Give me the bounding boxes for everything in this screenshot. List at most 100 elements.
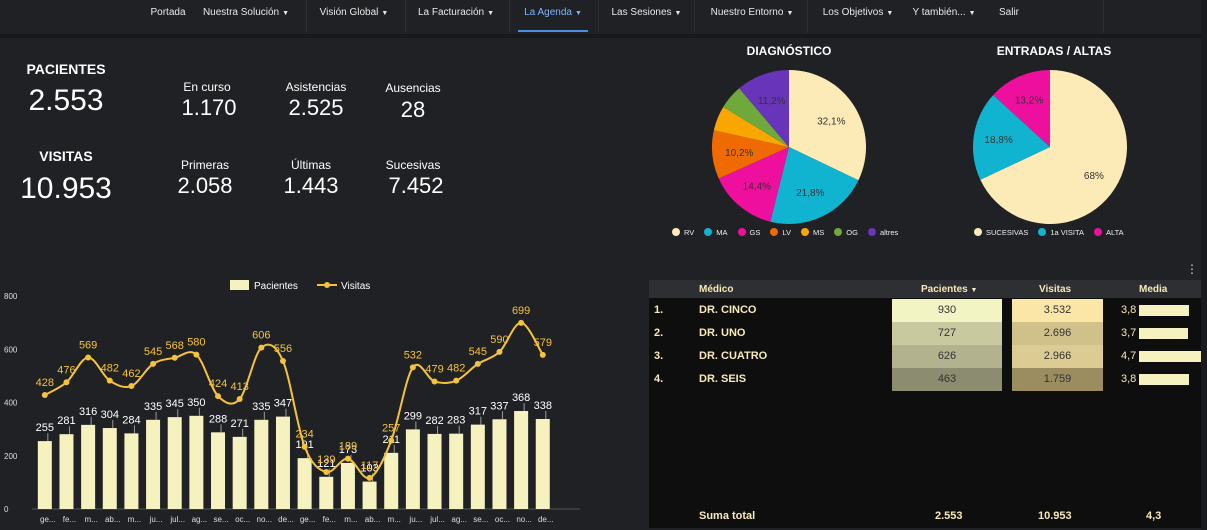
- bar-pacientes[interactable]: [232, 436, 247, 509]
- nav-item-las-sesiones[interactable]: Las Sesiones ▼: [606, 0, 687, 33]
- line-point-visitas[interactable]: [301, 443, 308, 450]
- bar-pacientes[interactable]: [189, 415, 204, 509]
- legend-item[interactable]: OG: [834, 228, 858, 237]
- header-pacientes[interactable]: Pacientes ▼: [921, 284, 978, 295]
- nav-item-salir[interactable]: Salir: [992, 0, 1026, 33]
- bar-pacientes[interactable]: [146, 419, 161, 509]
- bar-pacientes[interactable]: [37, 441, 52, 509]
- pie-slice-sucesivas[interactable]: [980, 70, 1127, 225]
- header-media[interactable]: Media: [1139, 284, 1168, 295]
- line-point-visitas[interactable]: [279, 357, 286, 364]
- line-point-visitas[interactable]: [41, 392, 48, 399]
- bar-pacientes[interactable]: [275, 416, 290, 509]
- bar-pacientes[interactable]: [492, 419, 507, 509]
- line-point-visitas[interactable]: [388, 437, 395, 444]
- bar-pacientes[interactable]: [297, 458, 312, 509]
- line-point-visitas[interactable]: [474, 360, 481, 367]
- line-point-visitas[interactable]: [258, 344, 265, 351]
- line-point-visitas[interactable]: [453, 377, 460, 384]
- diagnostico-pie[interactable]: 32,1% 21,8% 14,4% 10,2% 11,2%: [700, 59, 880, 239]
- line-point-visitas[interactable]: [323, 468, 330, 475]
- nav-item-los-objetivos[interactable]: Los Objetivos ▼: [816, 0, 900, 33]
- pie-slice-altres[interactable]: [739, 70, 789, 147]
- bar-pacientes[interactable]: [470, 424, 485, 509]
- legend-label-visitas[interactable]: Visitas: [341, 281, 370, 292]
- nav-item-la-agenda[interactable]: La Agenda ▼: [518, 0, 588, 33]
- line-point-visitas[interactable]: [236, 396, 243, 403]
- bar-pacientes[interactable]: [319, 476, 334, 509]
- more-options-icon[interactable]: ⋮: [1186, 262, 1198, 276]
- legend-item[interactable]: ALTA: [1094, 228, 1124, 237]
- chevron-down-icon: ▼: [381, 10, 389, 17]
- line-point-visitas[interactable]: [128, 382, 135, 389]
- pie-slice-1a-visita[interactable]: [973, 94, 1050, 180]
- nav-divider: [694, 0, 695, 33]
- pie-slice-lv[interactable]: [712, 130, 789, 179]
- line-point-visitas[interactable]: [193, 351, 200, 358]
- line-point-visitas[interactable]: [150, 360, 157, 367]
- legend-dot: [801, 228, 810, 236]
- header-medico[interactable]: Médico: [699, 284, 734, 295]
- bar-pacientes[interactable]: [167, 417, 182, 509]
- bar-pacientes[interactable]: [340, 462, 355, 509]
- line-point-visitas[interactable]: [63, 379, 70, 386]
- legend-item[interactable]: LV: [770, 228, 791, 237]
- pie-slice-rv[interactable]: [789, 70, 866, 181]
- entradas-pie[interactable]: 68% 18,8% 13,2%: [962, 59, 1142, 239]
- line-point-visitas[interactable]: [171, 354, 178, 361]
- legend-item[interactable]: 1a VISITA: [1038, 228, 1084, 237]
- bar-pacientes[interactable]: [535, 419, 550, 509]
- table-row[interactable]: 3. DR. CUATRO 626 2.966 4,7: [649, 345, 1201, 368]
- line-point-visitas[interactable]: [366, 474, 373, 481]
- line-data-label: 590: [490, 334, 508, 346]
- legend-item[interactable]: MS: [801, 228, 824, 237]
- diagnostico-legend[interactable]: RV MA GS LV MS OG altres: [672, 228, 908, 237]
- scrollbar[interactable]: [1201, 0, 1207, 530]
- bar-pacientes[interactable]: [427, 433, 442, 509]
- nav-item-nuestra-solución[interactable]: Nuestra Solución ▼: [198, 0, 294, 33]
- line-point-visitas[interactable]: [409, 364, 416, 371]
- bar-pacientes[interactable]: [254, 419, 269, 509]
- legend-item[interactable]: RV: [672, 228, 694, 237]
- bar-pacientes[interactable]: [362, 481, 377, 509]
- nav-item-portada[interactable]: Portada: [145, 0, 191, 33]
- line-point-visitas[interactable]: [344, 455, 351, 462]
- nav-item-la-facturación[interactable]: La Facturación ▼: [413, 0, 499, 33]
- pie-slice-gs[interactable]: [718, 147, 789, 222]
- line-point-visitas[interactable]: [496, 348, 503, 355]
- entradas-legend[interactable]: SUCESIVAS 1a VISITA ALTA: [974, 228, 1134, 237]
- monthly-chart[interactable]: 0 200 400 600 800 255 281 316 304 284 335 345 350 288…: [0, 270, 600, 530]
- legend-item[interactable]: MA: [704, 228, 728, 237]
- nav-item-nuestro-entorno[interactable]: Nuestro Entorno ▼: [703, 0, 801, 33]
- bar-pacientes[interactable]: [211, 432, 226, 509]
- legend-item[interactable]: GS: [737, 228, 760, 237]
- legend-item[interactable]: SUCESIVAS: [974, 228, 1028, 237]
- line-point-visitas[interactable]: [518, 319, 525, 326]
- pie-slice-alta[interactable]: [993, 70, 1050, 147]
- table-row[interactable]: 4. DR. SEIS 463 1.759 3,8: [649, 368, 1201, 391]
- bar-pacientes[interactable]: [405, 429, 420, 509]
- nav-item-y-también[interactable]: Y también... ▼: [908, 0, 980, 33]
- bar-pacientes[interactable]: [102, 428, 117, 509]
- legend-label-pacientes[interactable]: Pacientes: [254, 281, 298, 292]
- line-point-visitas[interactable]: [431, 378, 438, 385]
- bar-pacientes[interactable]: [59, 434, 74, 509]
- bar-pacientes[interactable]: [124, 433, 139, 509]
- line-point-visitas[interactable]: [215, 393, 222, 400]
- table-row[interactable]: 2. DR. UNO 727 2.696 3,7: [649, 322, 1201, 345]
- legend-item[interactable]: altres: [867, 228, 898, 237]
- bar-pacientes[interactable]: [81, 424, 96, 509]
- pie-slice-og[interactable]: [723, 88, 789, 147]
- legend-dot: [974, 228, 982, 236]
- table-row[interactable]: 1. DR. CINCO 930 3.532 3,8: [649, 299, 1201, 322]
- line-point-visitas[interactable]: [85, 354, 92, 361]
- bar-pacientes[interactable]: [514, 411, 529, 509]
- nav-item-visión-global[interactable]: Visión Global ▼: [312, 0, 396, 33]
- bar-pacientes[interactable]: [449, 433, 464, 509]
- header-visitas[interactable]: Visitas: [1039, 284, 1072, 295]
- pie-slice-ms[interactable]: [713, 106, 789, 147]
- line-point-visitas[interactable]: [539, 351, 546, 358]
- line-point-visitas[interactable]: [106, 377, 113, 384]
- pie-slice-ma[interactable]: [770, 147, 859, 225]
- bar-pacientes[interactable]: [384, 452, 399, 509]
